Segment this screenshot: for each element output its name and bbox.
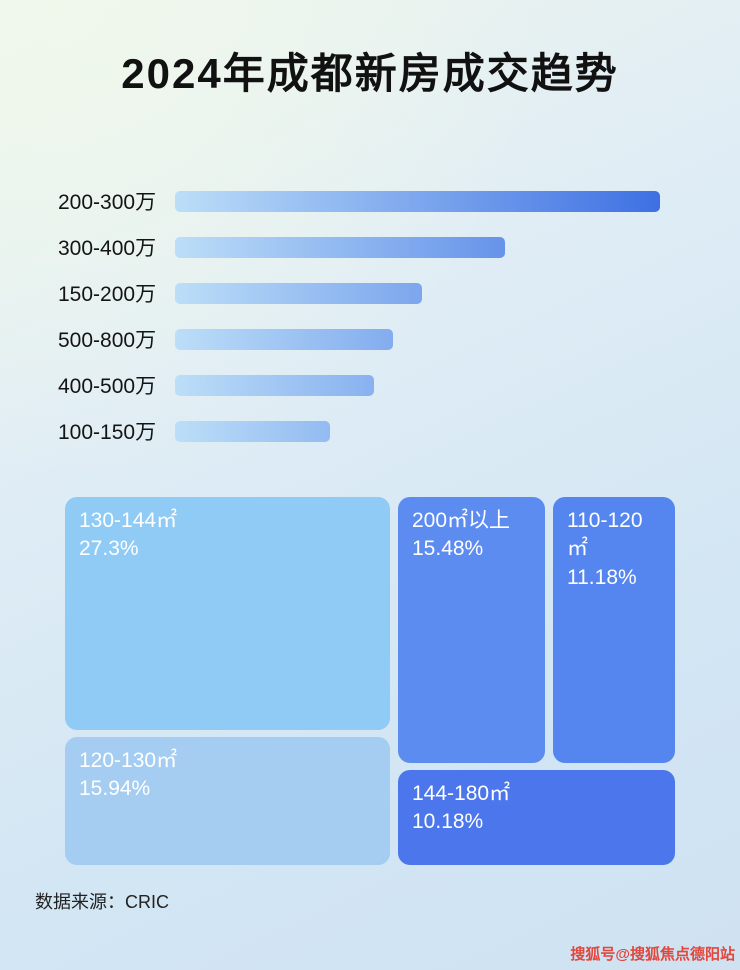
bar-row: 500-800万 bbox=[58, 316, 660, 362]
bar-label: 300-400万 bbox=[58, 237, 157, 260]
treemap-box-110-120: 110-120㎡ 11.18% bbox=[553, 497, 675, 763]
bar-track bbox=[175, 374, 660, 396]
bar-label: 200-300万 bbox=[58, 191, 157, 214]
treemap-box-120-130: 120-130㎡ 15.94% bbox=[65, 737, 390, 865]
area-treemap: 130-144㎡ 27.3% 200㎡以上 15.48% 110-120㎡ 11… bbox=[65, 497, 675, 865]
price-bar-chart: 200-300万 300-400万 150-200万 500-800万 400-… bbox=[58, 178, 660, 454]
bar bbox=[175, 374, 374, 396]
bar-label: 100-150万 bbox=[58, 421, 157, 444]
treemap-box-label: 130-144㎡ bbox=[79, 509, 178, 532]
bar-label: 400-500万 bbox=[58, 375, 157, 398]
treemap-box-value: 27.3% bbox=[79, 537, 139, 561]
bar-track bbox=[175, 328, 660, 350]
bar-track bbox=[175, 236, 660, 258]
treemap-box-value: 15.48% bbox=[412, 537, 484, 561]
treemap-box-label: 200㎡以上 bbox=[412, 509, 511, 532]
treemap-box-value: 11.18% bbox=[567, 565, 637, 589]
treemap-box-value: 15.94% bbox=[79, 777, 151, 801]
treemap-box-144-180: 144-180㎡ 10.18% bbox=[398, 770, 675, 865]
bar bbox=[175, 420, 331, 442]
bar bbox=[175, 190, 660, 212]
bar bbox=[175, 328, 394, 350]
treemap-box-label: 120-130㎡ bbox=[79, 749, 178, 772]
page-title: 2024年成都新房成交趋势 bbox=[121, 50, 619, 97]
data-source: 数据来源：CRIC bbox=[35, 892, 169, 912]
treemap-box-label: 144-180㎡ bbox=[412, 782, 511, 805]
bar bbox=[175, 282, 423, 304]
treemap-box-130-144: 130-144㎡ 27.3% bbox=[65, 497, 390, 730]
bar-row: 400-500万 bbox=[58, 362, 660, 408]
treemap-box-label: 110-120㎡ bbox=[567, 509, 643, 561]
bar-label: 500-800万 bbox=[58, 329, 157, 352]
treemap-box-200-plus: 200㎡以上 15.48% bbox=[398, 497, 545, 763]
bar-row: 150-200万 bbox=[58, 270, 660, 316]
watermark: 搜狐号@搜狐焦点德阳站 bbox=[570, 946, 735, 963]
bar-row: 200-300万 bbox=[58, 178, 660, 224]
treemap-box-value: 10.18% bbox=[412, 810, 484, 834]
bar-row: 300-400万 bbox=[58, 224, 660, 270]
bar-track bbox=[175, 282, 660, 304]
bar bbox=[175, 236, 505, 258]
bar-label: 150-200万 bbox=[58, 283, 157, 306]
bar-track bbox=[175, 420, 660, 442]
bar-row: 100-150万 bbox=[58, 408, 660, 454]
bar-track bbox=[175, 190, 660, 212]
